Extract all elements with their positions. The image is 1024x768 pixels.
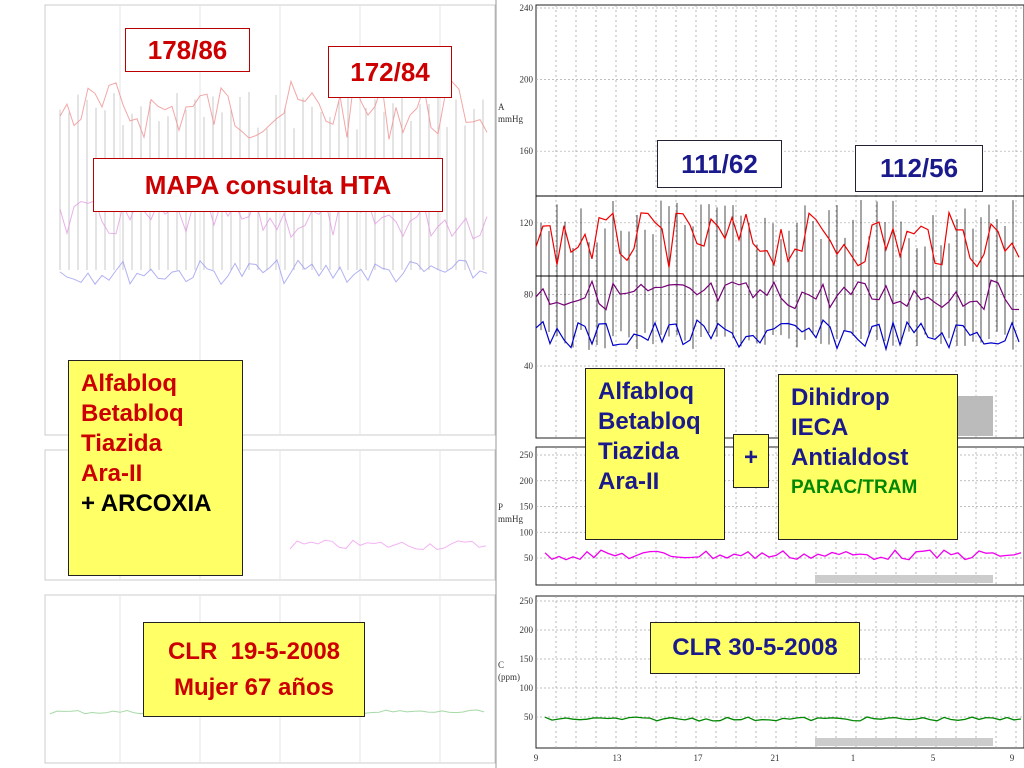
drug: Betabloq	[81, 400, 184, 427]
panel-frame	[44, 449, 496, 581]
bp-label: 178/86	[125, 28, 250, 72]
treatment-before: Alfabloq Betabloq Tiazida Ara-II + ARCOX…	[68, 360, 243, 576]
trace	[59, 79, 488, 140]
drug: Ara-II	[81, 460, 143, 487]
x-tick-label: 21	[771, 753, 780, 763]
drug: IECA	[791, 414, 849, 441]
axis-label: (ppm)	[498, 672, 520, 682]
y-tick-label: 40	[524, 361, 534, 371]
drug: Tiazida	[81, 430, 162, 457]
case-date: CLR 30-5-2008	[672, 634, 838, 661]
trace	[59, 259, 488, 286]
x-tick-label: 1	[851, 753, 856, 763]
y-tick-label: 200	[520, 476, 534, 486]
night-period	[815, 738, 993, 746]
panel-frame	[44, 594, 496, 764]
x-tick-label: 13	[613, 753, 623, 763]
treatment-kept: Alfabloq Betabloq Tiazida Ara-II	[585, 368, 725, 540]
bp-label: 112/56	[855, 145, 983, 192]
y-tick-label: 200	[520, 75, 534, 85]
trace	[535, 279, 1020, 311]
trace	[544, 549, 1022, 561]
drug: Antialdost	[791, 444, 909, 471]
case-after: CLR 30-5-2008	[650, 622, 860, 674]
trace	[544, 716, 1022, 722]
y-tick-label: 100	[520, 683, 534, 693]
panel-frame	[44, 4, 496, 436]
axis-label: C	[498, 660, 504, 670]
case-patient: Mujer 67 años	[173, 673, 335, 701]
panel-frame	[535, 595, 1024, 749]
y-tick-label: 150	[520, 654, 534, 664]
trace	[535, 210, 1020, 268]
drug: PARAC/TRAM	[791, 477, 918, 498]
x-tick-label: 5	[931, 753, 936, 763]
treatment-added: Dihidrop IECA Antialdost PARAC/TRAM	[778, 374, 958, 540]
y-tick-label: 200	[520, 625, 534, 635]
x-tick-label: 17	[694, 753, 704, 763]
y-tick-label: 80	[524, 289, 534, 299]
x-tick-label: 9	[534, 753, 539, 763]
axis-label: mmHg	[498, 114, 524, 124]
night-period	[955, 396, 993, 436]
drug: Betabloq	[598, 408, 701, 435]
y-tick-label: 160	[520, 146, 534, 156]
trace	[535, 319, 1020, 352]
axis-label: mmHg	[498, 514, 524, 524]
drug: Alfabloq	[598, 378, 694, 405]
y-tick-label: 50	[524, 712, 534, 722]
drug: Tiazida	[598, 438, 679, 465]
bp-label: 111/62	[657, 140, 782, 188]
drug: Ara-II	[598, 468, 660, 495]
y-tick-label: 50	[524, 553, 534, 563]
slide-title: MAPA consulta HTA	[93, 158, 443, 212]
y-tick-label: 250	[520, 596, 534, 606]
x-tick-label: 9	[1010, 753, 1015, 763]
axis-label: A	[498, 102, 505, 112]
y-tick-label: 150	[520, 502, 534, 512]
drug: + ARCOXIA	[81, 490, 212, 517]
case-date: CLR 19-5-2008	[167, 637, 341, 665]
y-tick-label: 100	[520, 527, 534, 537]
bp-label: 172/84	[328, 46, 452, 98]
case-before: CLR 19-5-2008 Mujer 67 años	[143, 622, 365, 717]
plus-sign: +	[733, 434, 769, 488]
y-tick-label: 240	[520, 3, 534, 13]
y-tick-label: 250	[520, 450, 534, 460]
axis-label: P	[498, 502, 503, 512]
drug: Alfabloq	[81, 370, 177, 397]
drug: Dihidrop	[791, 384, 890, 411]
trace	[59, 198, 488, 240]
night-period	[815, 575, 993, 583]
trace	[289, 539, 487, 551]
y-tick-label: 120	[520, 218, 534, 228]
